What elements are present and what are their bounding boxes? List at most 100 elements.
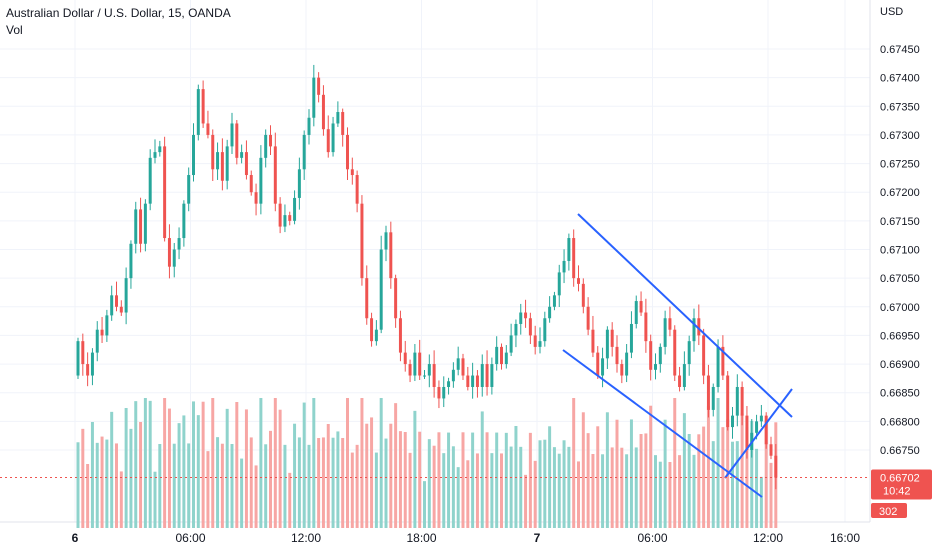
candle-body (360, 203, 364, 279)
time-tick-label: 06:00 (637, 531, 667, 545)
bar-countdown: 10:42 (883, 485, 911, 497)
volume-bar (201, 401, 205, 528)
volume-bar (586, 433, 590, 528)
candle-body (273, 146, 277, 204)
volume-bar (711, 441, 715, 528)
time-tick-label: 06:00 (175, 531, 205, 545)
volume-bar (427, 439, 431, 528)
volume-bar (577, 461, 580, 528)
candle-body (370, 318, 374, 342)
candle-body (591, 329, 595, 353)
volume-bar (336, 431, 340, 528)
volume-bar (211, 398, 215, 528)
volume-bar (524, 474, 528, 528)
volume-bar (596, 426, 600, 528)
volume-bar (552, 447, 556, 528)
volume-bar (230, 444, 234, 528)
time-tick-label: 12:00 (291, 531, 321, 545)
candle-body (321, 94, 325, 130)
candle-body (134, 209, 138, 244)
volume-bar (259, 398, 263, 528)
price-tick-label: 0.67350 (880, 101, 920, 113)
volume-bar (394, 403, 398, 528)
candle-body (605, 329, 609, 359)
volume-bar (495, 432, 499, 528)
candle-body (244, 152, 248, 176)
price-tick-label: 0.67450 (880, 44, 920, 56)
candle-body (201, 89, 205, 124)
volume-bar (90, 422, 94, 528)
last-volume-tag[interactable] (871, 503, 907, 518)
candle-body (427, 364, 431, 376)
candle-body (447, 381, 451, 387)
volume-bar (283, 444, 287, 528)
candle-body (312, 77, 316, 118)
price-tick-label: 0.66850 (880, 388, 920, 400)
candle-body (86, 364, 90, 376)
volume-bar (254, 465, 258, 528)
volume-bar (192, 401, 195, 528)
volume-bar (167, 408, 171, 528)
volume-bar (317, 438, 321, 528)
candle-body (644, 312, 648, 342)
candle-body (548, 306, 552, 319)
candle-body (143, 203, 147, 244)
volume-bar (451, 446, 455, 528)
channel-upper-line[interactable] (577, 213, 793, 418)
candle-body (562, 260, 566, 273)
time-tick-label: 7 (534, 531, 541, 545)
candle-body (668, 318, 672, 330)
candle-body (192, 134, 195, 176)
volume-bar (240, 458, 244, 528)
volume-bar (312, 398, 316, 528)
candle-body (475, 375, 479, 387)
price-tick-label: 0.67400 (880, 73, 920, 85)
volume-bar (95, 442, 99, 528)
candle-body (413, 352, 417, 376)
volume-bar (418, 431, 422, 528)
breakout-line[interactable] (724, 388, 793, 479)
candle-body (514, 323, 518, 336)
candle-body (148, 157, 152, 204)
volume-bar (153, 471, 157, 528)
volume-bar (644, 433, 648, 528)
candle-body (389, 232, 393, 279)
candle-body (249, 175, 253, 193)
candle-body (682, 364, 686, 387)
candle-body (423, 375, 426, 377)
volume-bar (509, 446, 513, 528)
candle-body (639, 301, 643, 313)
volume-bar (124, 408, 128, 528)
volume-bar (654, 455, 657, 528)
candle-body (610, 329, 614, 347)
volume-bar (148, 400, 152, 528)
volume-bar (105, 439, 109, 528)
candle-body (625, 352, 629, 376)
volume-bar (187, 443, 191, 528)
volume-bar (625, 454, 629, 528)
candle-body (163, 146, 167, 239)
volume-bar (86, 464, 90, 528)
candle-body (519, 312, 523, 324)
volume-bar (389, 423, 393, 528)
candle-body (326, 129, 330, 153)
volume-bar (471, 432, 475, 528)
volume-bar (490, 453, 494, 528)
candle-body (706, 375, 710, 410)
volume-bar (485, 432, 489, 528)
volume-bar (678, 455, 682, 528)
volume-bar (581, 412, 585, 528)
volume-bar (687, 434, 691, 528)
last-price-tag[interactable] (871, 469, 932, 500)
candle-body (716, 346, 720, 387)
currency-label[interactable]: USD (880, 6, 903, 18)
volume-indicator-label[interactable]: Vol (6, 23, 23, 37)
symbol-title[interactable]: Australian Dollar / U.S. Dollar, 15, OAN… (6, 6, 231, 20)
candle-body (76, 341, 80, 376)
candle-body (336, 112, 340, 124)
candle-body (485, 364, 489, 387)
candle-body (129, 243, 133, 279)
volume-bar (639, 434, 643, 528)
